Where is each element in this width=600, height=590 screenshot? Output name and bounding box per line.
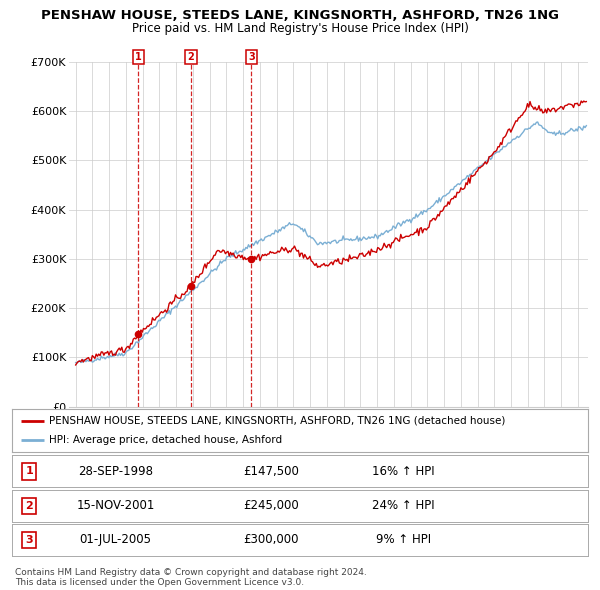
Text: 3: 3 <box>248 52 255 62</box>
Text: 2: 2 <box>25 501 33 510</box>
Text: 01-JUL-2005: 01-JUL-2005 <box>80 533 152 546</box>
Text: 3: 3 <box>25 535 33 545</box>
Text: 28-SEP-1998: 28-SEP-1998 <box>78 465 153 478</box>
Text: PENSHAW HOUSE, STEEDS LANE, KINGSNORTH, ASHFORD, TN26 1NG: PENSHAW HOUSE, STEEDS LANE, KINGSNORTH, … <box>41 9 559 22</box>
Text: 9% ↑ HPI: 9% ↑ HPI <box>376 533 431 546</box>
Text: 1: 1 <box>25 467 33 476</box>
Text: Contains HM Land Registry data © Crown copyright and database right 2024.
This d: Contains HM Land Registry data © Crown c… <box>15 568 367 587</box>
Text: £300,000: £300,000 <box>244 533 299 546</box>
Text: 15-NOV-2001: 15-NOV-2001 <box>76 499 155 512</box>
Text: 2: 2 <box>188 52 194 62</box>
Text: 16% ↑ HPI: 16% ↑ HPI <box>373 465 435 478</box>
Text: 1: 1 <box>135 52 142 62</box>
Text: 24% ↑ HPI: 24% ↑ HPI <box>373 499 435 512</box>
Text: HPI: Average price, detached house, Ashford: HPI: Average price, detached house, Ashf… <box>49 435 283 445</box>
Text: £245,000: £245,000 <box>244 499 299 512</box>
Text: £147,500: £147,500 <box>243 465 299 478</box>
Text: PENSHAW HOUSE, STEEDS LANE, KINGSNORTH, ASHFORD, TN26 1NG (detached house): PENSHAW HOUSE, STEEDS LANE, KINGSNORTH, … <box>49 416 506 426</box>
Text: Price paid vs. HM Land Registry's House Price Index (HPI): Price paid vs. HM Land Registry's House … <box>131 22 469 35</box>
